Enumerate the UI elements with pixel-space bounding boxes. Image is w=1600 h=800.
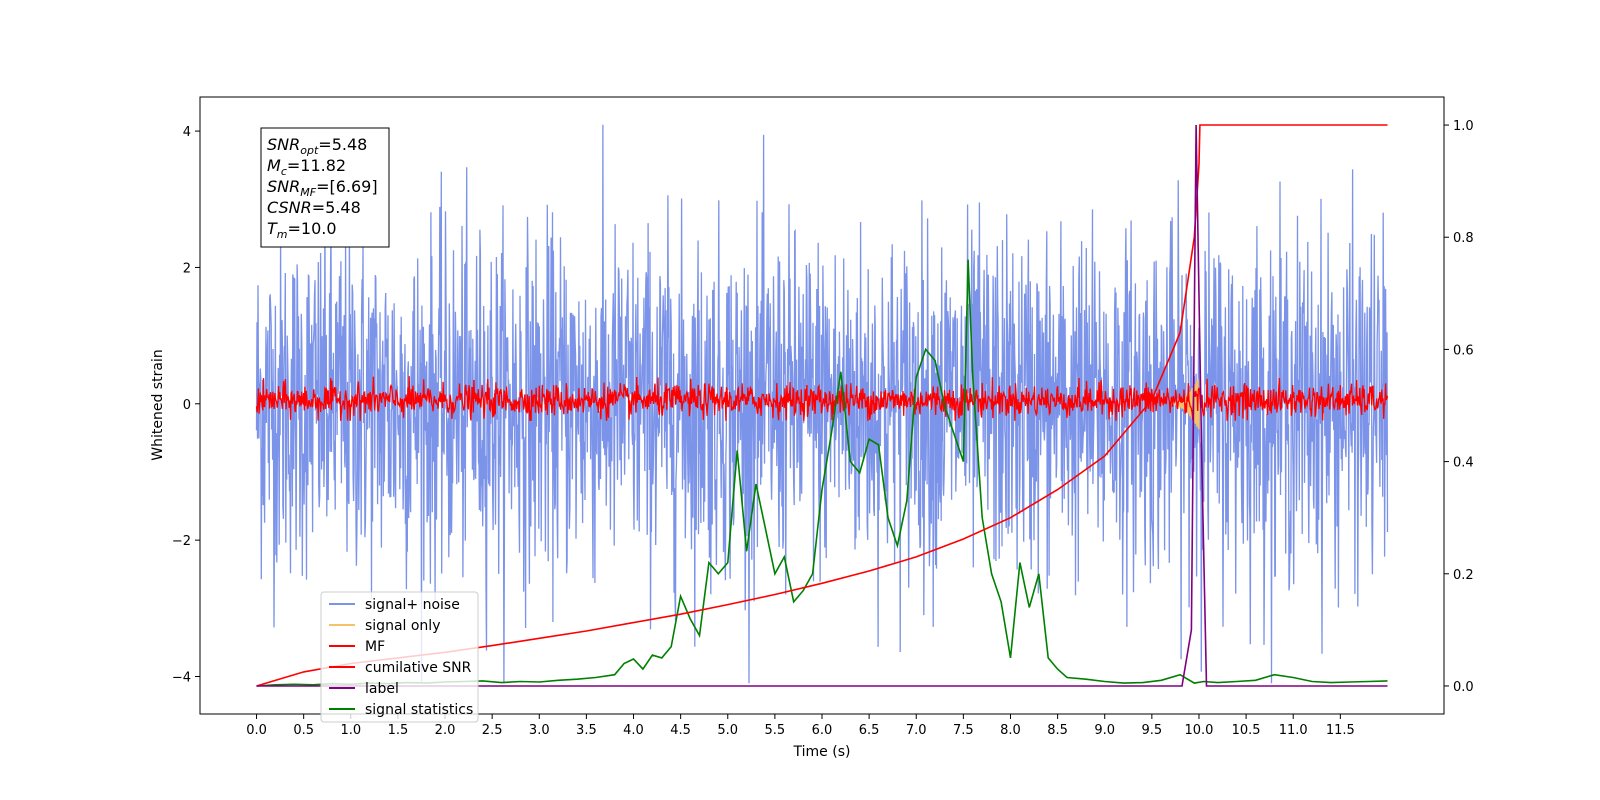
x-tick-label: 0.0 (246, 723, 267, 738)
y-tick-label-left: −2 (172, 534, 191, 549)
y-tick-label-right: 0.8 (1453, 231, 1474, 246)
legend-frame (320, 591, 479, 723)
y-tick-label-left: −4 (172, 671, 191, 686)
legend-label: signal+ noise (365, 597, 460, 613)
annotation-line: Tm=10.0 (267, 219, 337, 241)
plot-area (255, 124, 1389, 687)
annotation-box: SNRopt=5.48Mc=11.82SNRMF=[6.69]CSNR=5.48… (260, 127, 390, 248)
legend-label: cumilative SNR (365, 660, 472, 676)
x-tick-label: 9.0 (1094, 723, 1115, 738)
x-axis-label: Time (s) (793, 744, 851, 760)
y-tick-label-right: 0.4 (1453, 456, 1474, 471)
annotation-line: CSNR=5.48 (267, 198, 361, 217)
x-tick-label: 5.5 (765, 723, 786, 738)
x-tick-label: 11.5 (1326, 723, 1355, 738)
annotation-lines: SNRopt=5.48Mc=11.82SNRMF=[6.69]CSNR=5.48… (267, 135, 378, 241)
x-tick-label: 8.0 (1000, 723, 1021, 738)
x-tick-label: 6.5 (859, 723, 880, 738)
x-tick-label: 5.0 (717, 723, 738, 738)
x-tick-label: 4.5 (670, 723, 691, 738)
x-tick-label: 2.0 (435, 723, 456, 738)
y-tick-label-right: 0.0 (1453, 680, 1474, 695)
x-tick-label: 3.5 (576, 723, 597, 738)
annotation-frame (260, 127, 390, 248)
x-tick-label: 1.5 (388, 723, 409, 738)
x-tick-label: 9.5 (1142, 723, 1163, 738)
x-tick-label: 2.5 (482, 723, 503, 738)
x-tick-label: 7.0 (906, 723, 927, 738)
x-tick-label: 10.5 (1232, 723, 1261, 738)
y-tick-label-right: 0.2 (1453, 568, 1474, 583)
annotation-line: SNRopt=5.48 (267, 135, 367, 157)
annotation-line: SNRMF=[6.69] (267, 177, 378, 199)
x-tick-label: 4.0 (623, 723, 644, 738)
legend-label: signal statistics (365, 702, 473, 718)
legend-label: signal only (365, 618, 440, 634)
series-mf (255, 376, 1389, 421)
series-signal-statistics (256, 259, 1388, 687)
legend: signal+ noise signal only MF cumilative SNR… (320, 591, 479, 723)
x-tick-label: 11.0 (1279, 723, 1308, 738)
axes: 0.0 0.5 1.0 1.5 2.0 2.5 3.0 3.5 4.0 4.5 5.0 5.5 6.0 6… (172, 119, 1474, 738)
x-tick-label: 0.5 (293, 723, 314, 738)
y-tick-label-left: 0 (183, 398, 191, 413)
legend-items: signal+ noise signal only MF cumilative SNR… (329, 597, 473, 718)
y-tick-label-left: 2 (183, 261, 191, 276)
y-tick-label-right: 0.6 (1453, 343, 1474, 358)
x-tick-label: 10.0 (1184, 723, 1213, 738)
y-tick-label-left: 4 (183, 125, 191, 140)
legend-label: label (365, 681, 399, 697)
y-axis-label: Whitened strain (150, 349, 166, 460)
y-tick-label-right: 1.0 (1453, 119, 1474, 134)
x-tick-label: 8.5 (1047, 723, 1068, 738)
x-tick-label: 6.0 (812, 723, 833, 738)
series-label (256, 124, 1388, 687)
x-tick-label: 7.5 (953, 723, 974, 738)
x-tick-label: 1.0 (340, 723, 361, 738)
x-tick-label: 3.0 (529, 723, 550, 738)
legend-label: MF (365, 639, 385, 655)
annotation-line: Mc=11.82 (267, 156, 346, 178)
